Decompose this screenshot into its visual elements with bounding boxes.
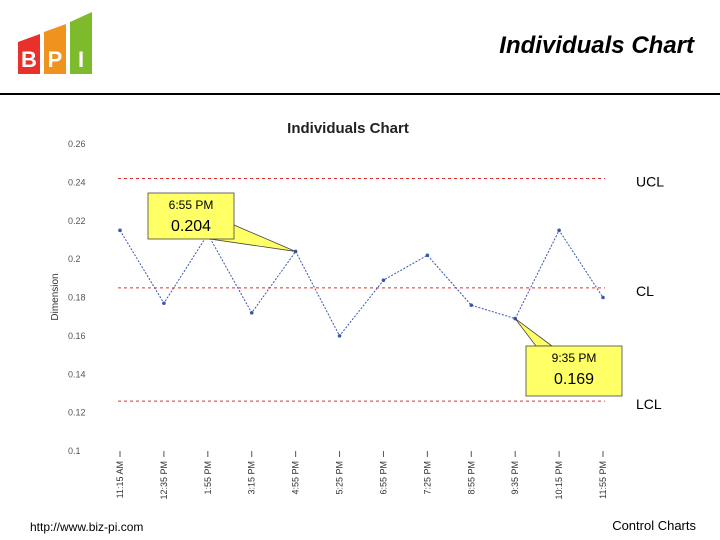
svg-text:B: B <box>21 47 37 72</box>
svg-text:I: I <box>78 47 84 72</box>
callout-box <box>147 192 235 240</box>
y-tick-label: 0.24 <box>68 177 86 187</box>
data-point <box>337 334 342 338</box>
x-tick-label: 9:35 PM <box>510 461 520 495</box>
chart-title: Individuals Chart <box>287 120 409 137</box>
callout-time: 6:55 PM <box>169 198 214 212</box>
data-point <box>162 301 166 306</box>
data-point <box>118 228 122 233</box>
callout-value: 0.204 <box>171 218 211 235</box>
y-tick-label: 0.12 <box>68 408 86 418</box>
data-point <box>601 295 605 300</box>
callout-value: 0.169 <box>554 371 594 388</box>
y-tick-label: 0.26 <box>68 139 86 149</box>
callout-pointer <box>514 318 554 347</box>
y-tick-label: 0.14 <box>68 369 86 379</box>
series-line <box>119 229 604 337</box>
data-point <box>381 278 386 283</box>
data-point <box>425 253 430 258</box>
y-tick-label: 0.1 <box>68 446 81 456</box>
y-axis-label: Dimension <box>50 273 61 320</box>
data-point <box>249 311 254 315</box>
x-tick-label: 11:15 AM <box>115 461 125 498</box>
data-point <box>469 303 474 307</box>
x-tick-label: 1:55 PM <box>203 461 213 495</box>
callout-box <box>525 345 623 397</box>
x-tick-label: 7:25 PM <box>422 461 432 495</box>
x-tick-label: 12:35 PM <box>159 461 169 500</box>
callout-time: 9:35 PM <box>552 351 597 365</box>
y-tick-label: 0.18 <box>68 293 86 303</box>
x-tick-label: 11:55 PM <box>598 461 608 499</box>
x-tick-label: 3:15 PM <box>247 461 257 495</box>
x-tick-label: 5:25 PM <box>335 461 345 495</box>
ucl-label: UCL <box>636 174 664 190</box>
slide-title: Individuals Chart <box>499 32 694 59</box>
footer-url[interactable]: http://www.biz-pi.com <box>30 520 144 534</box>
footer-label: Control Charts <box>612 518 696 533</box>
lcl-label: LCL <box>636 396 662 412</box>
y-tick-label: 0.22 <box>68 216 86 226</box>
x-tick-label: 6:55 PM <box>378 461 388 495</box>
x-tick-label: 10:15 PM <box>554 461 564 500</box>
data-point <box>557 228 561 233</box>
bpi-logo: B P I <box>18 12 92 74</box>
y-tick-label: 0.16 <box>68 331 86 341</box>
svg-text:P: P <box>48 47 63 72</box>
x-tick-label: 8:55 PM <box>466 461 476 495</box>
x-tick-label: 4:55 PM <box>291 461 301 495</box>
header-divider <box>0 93 720 95</box>
y-tick-label: 0.2 <box>68 254 81 264</box>
cl-label: CL <box>636 283 654 299</box>
